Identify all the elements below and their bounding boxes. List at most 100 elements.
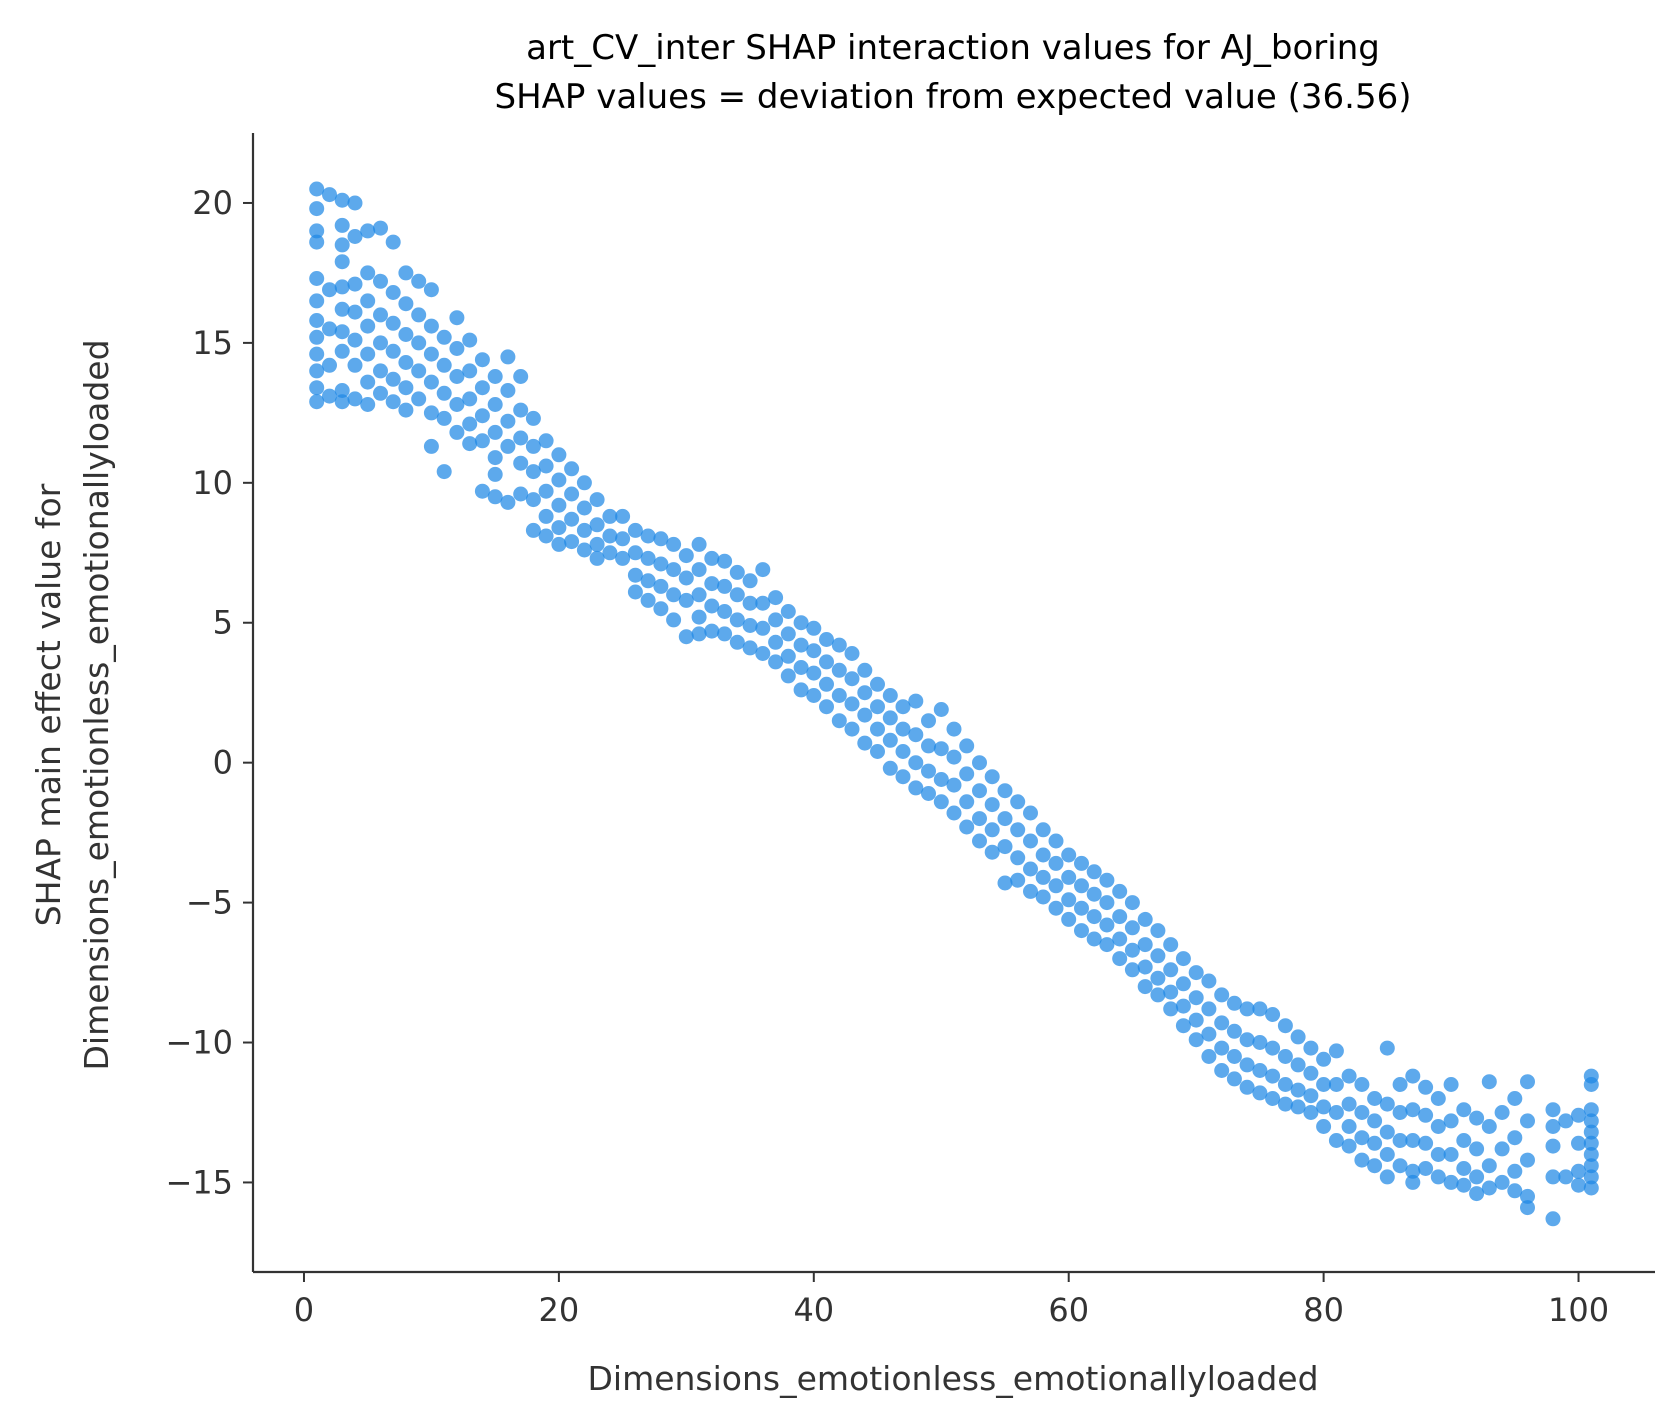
x-tick-label: 0 [294, 1291, 314, 1329]
scatter-point [1583, 1135, 1599, 1151]
scatter-point [322, 282, 337, 298]
scatter-point [844, 696, 860, 712]
scatter-point [1481, 1074, 1497, 1090]
scatter-point [729, 564, 745, 580]
scatter-point [1583, 1147, 1599, 1162]
scatter-point [1583, 1113, 1599, 1129]
scatter-point [704, 550, 720, 566]
scatter-point [1469, 1110, 1485, 1126]
scatter-point [385, 315, 401, 331]
scatter-point [1430, 1091, 1446, 1106]
scatter-point [1367, 1113, 1383, 1129]
scatter-point [717, 578, 733, 594]
scatter-point [474, 483, 490, 499]
scatter-point [780, 668, 796, 684]
scatter-point [1316, 1077, 1332, 1092]
scatter-point [959, 766, 975, 782]
scatter-point [1252, 1063, 1268, 1078]
scatter-point [1418, 1135, 1434, 1151]
scatter-point [704, 598, 720, 614]
scatter-point [589, 550, 605, 566]
scatter-point [972, 755, 987, 771]
scatter-point [1354, 1152, 1370, 1168]
scatter-point [1265, 1040, 1281, 1056]
scatter-point [385, 234, 401, 250]
scatter-point [959, 794, 975, 810]
scatter-point [1214, 1015, 1230, 1031]
scatter-point [1443, 1174, 1459, 1190]
scatter-point [1099, 872, 1115, 888]
scatter-point [1163, 937, 1179, 953]
scatter-point [1481, 1180, 1497, 1196]
scatter-point [1163, 984, 1179, 1000]
scatter-point [462, 416, 478, 432]
scatter-point [576, 475, 592, 491]
x-tick-label: 40 [793, 1291, 834, 1329]
scatter-point [678, 570, 694, 586]
scatter-point [1328, 1077, 1344, 1092]
x-axis-ticks: 0 20 40 60 80 100 [294, 1272, 1609, 1329]
scatter-point [1405, 1102, 1421, 1118]
x-axis-label: Dimensions_emotionless_emotionallyloaded [587, 1359, 1318, 1398]
scatter-point [1277, 1077, 1293, 1092]
scatter-point [551, 447, 567, 463]
scatter-point [334, 254, 350, 270]
scatter-point [1112, 909, 1128, 925]
scatter-point [334, 301, 350, 317]
y-tick-label: −10 [165, 1024, 233, 1062]
scatter-point [1328, 1133, 1344, 1148]
scatter-point [844, 671, 860, 687]
scatter-point [933, 794, 949, 810]
scatter-point [997, 811, 1013, 827]
scatter-point [1086, 931, 1102, 947]
scatter-point [513, 369, 529, 384]
scatter-point [1443, 1113, 1459, 1129]
scatter-point [933, 702, 949, 717]
scatter-point [1418, 1161, 1434, 1176]
scatter-point [360, 293, 376, 309]
scatter-point [500, 383, 516, 398]
scatter-point [1379, 1169, 1395, 1185]
scatter-point [768, 654, 784, 670]
scatter-point [946, 777, 962, 793]
scatter-point [1456, 1133, 1472, 1148]
scatter-point [1494, 1174, 1510, 1190]
scatter-point [933, 741, 949, 757]
scatter-point [742, 595, 758, 611]
scatter-point [1392, 1105, 1408, 1120]
scatter-point [895, 744, 911, 759]
scatter-point [1583, 1077, 1599, 1092]
scatter-point [946, 749, 962, 765]
scatter-point [1316, 1099, 1332, 1115]
scatter-point [882, 760, 898, 776]
scatter-point [653, 601, 669, 617]
scatter-point [1520, 1113, 1535, 1129]
scatter-point [436, 357, 452, 373]
scatter-point [819, 699, 834, 715]
scatter-point [1074, 878, 1089, 894]
scatter-point [819, 632, 834, 647]
scatter-point [755, 646, 771, 661]
scatter-point [525, 410, 541, 426]
scatter-point [768, 612, 784, 628]
scatter-point [1112, 951, 1128, 967]
scatter-point [1226, 1023, 1242, 1039]
scatter-point [1303, 1088, 1319, 1104]
scatter-point [385, 394, 401, 410]
scatter-point [513, 486, 529, 502]
scatter-point [462, 391, 478, 407]
scatter-point [576, 522, 592, 538]
scatter-point [1545, 1138, 1561, 1154]
scatter-point [322, 357, 337, 373]
scatter-point [1214, 1040, 1230, 1056]
scatter-point [1545, 1102, 1561, 1118]
scatter-point [462, 332, 478, 348]
scatter-point [449, 397, 465, 412]
scatter-point [844, 646, 860, 661]
scatter-point [347, 304, 363, 320]
scatter-point [602, 528, 618, 544]
scatter-point [411, 363, 427, 379]
scatter-point [895, 721, 911, 737]
scatter-point [1010, 822, 1026, 838]
scatter-point [1074, 855, 1089, 871]
